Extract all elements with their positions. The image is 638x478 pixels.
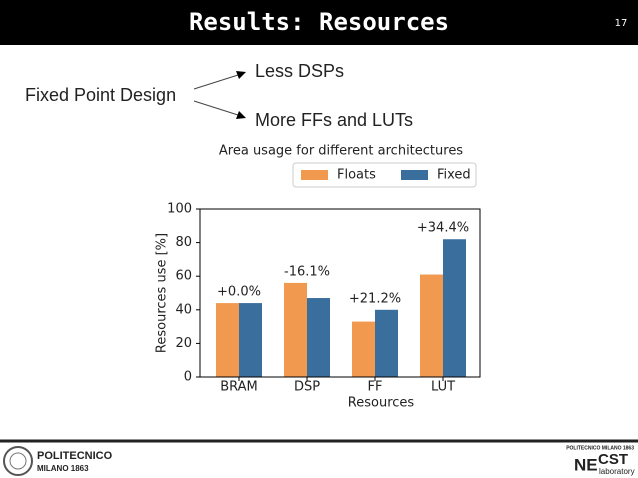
point-item: Less DSPs — [255, 61, 344, 81]
logo-text: POLITECNICO MILANO 1863 — [566, 445, 634, 451]
bar — [352, 321, 375, 377]
arrow-head — [236, 111, 246, 119]
logo-text: NE — [574, 455, 598, 474]
header-bar — [0, 0, 638, 45]
x-tick-label: FF — [368, 380, 383, 395]
bar — [284, 282, 307, 377]
y-tick-label: 40 — [175, 302, 192, 317]
y-tick-label: 80 — [175, 235, 192, 250]
plot-frame — [199, 208, 481, 378]
legend-label: Floats — [337, 168, 376, 183]
legend-label: Fixed — [437, 168, 471, 183]
logo-text: laboratory — [599, 467, 635, 476]
page-number: 17 — [615, 18, 628, 29]
x-tick-label: LUT — [431, 380, 455, 395]
arrow-head — [236, 71, 246, 79]
logo-text: POLITECNICO — [37, 450, 113, 462]
annotation: +21.2% — [349, 291, 401, 306]
arrow — [193, 100, 239, 116]
annotation: -16.1% — [284, 264, 330, 279]
slide-title: Results: Resources — [189, 8, 449, 36]
point-item: More FFs and LUTs — [255, 110, 413, 130]
logo-text: CST — [598, 451, 628, 468]
y-tick-label: 60 — [175, 269, 192, 284]
bar — [420, 274, 443, 377]
logo-seal — [9, 452, 27, 470]
y-tick-label: 20 — [175, 336, 192, 351]
annotation: +0.0% — [217, 285, 261, 300]
bar — [375, 309, 398, 377]
annotation: +34.4% — [417, 221, 469, 236]
y-tick-label: 100 — [167, 202, 192, 217]
bar — [239, 303, 262, 377]
y-axis-label: Resources use [%] — [155, 233, 170, 353]
bar — [307, 298, 330, 377]
legend-box — [292, 162, 477, 188]
main-point: Fixed Point Design — [25, 85, 176, 105]
x-tick-label: DSP — [294, 380, 320, 395]
bar — [216, 303, 239, 377]
y-tick-label: 0 — [184, 370, 192, 385]
x-tick-label: BRAM — [220, 380, 258, 395]
x-axis-label: Resources — [348, 396, 415, 411]
logo-seal — [3, 446, 33, 476]
legend-swatch — [301, 170, 328, 180]
legend-swatch — [401, 170, 428, 180]
logo-text: MILANO 1863 — [37, 464, 89, 473]
bar — [443, 239, 466, 377]
chart-title: Area usage for different architectures — [219, 144, 463, 159]
arrow — [193, 74, 239, 90]
